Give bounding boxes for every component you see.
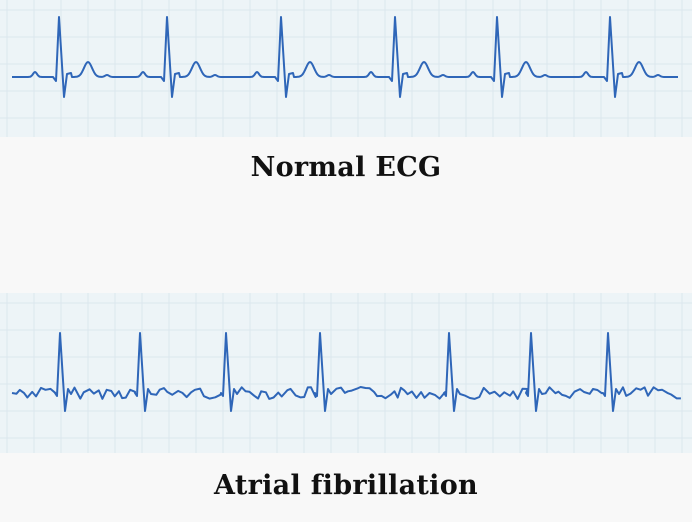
- grid-background: [0, 293, 692, 453]
- normal-ecg-trace: [12, 16, 678, 98]
- grid-background: [0, 0, 692, 137]
- atrial-fibrillation-trace: [11, 332, 681, 412]
- ecg-grid: [0, 293, 692, 453]
- atrial-fibrillation-title: Atrial fibrillation: [214, 470, 478, 501]
- atrial-fibrillation-strip: [0, 293, 692, 453]
- normal-ecg-title: Normal ECG: [250, 152, 442, 183]
- ecg-grid: [0, 0, 692, 137]
- normal-ecg-strip: [0, 0, 692, 137]
